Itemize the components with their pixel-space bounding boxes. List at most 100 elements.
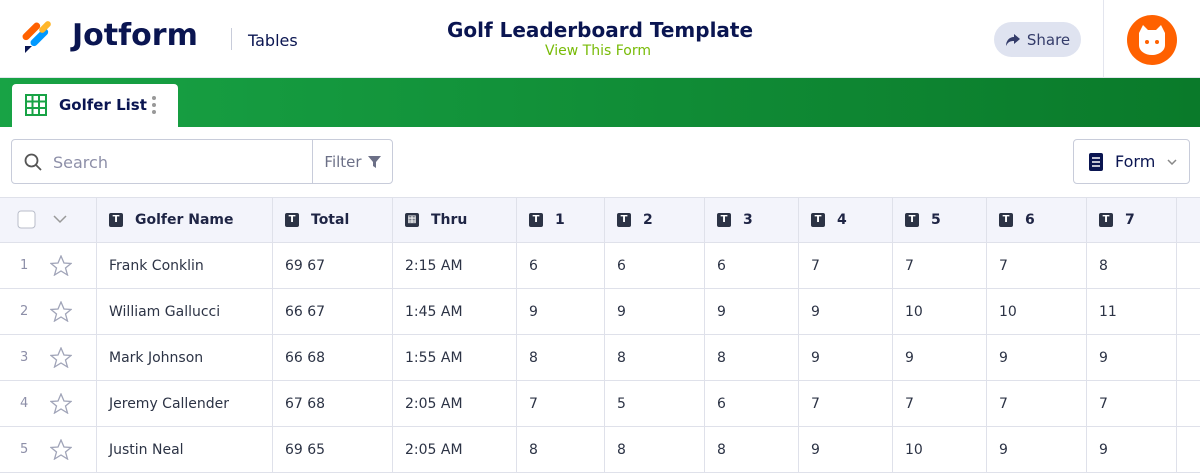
star[interactable] [50, 439, 72, 460]
cell[interactable]: 7 [987, 381, 1087, 427]
search-icon [24, 153, 42, 171]
cell[interactable]: 6 [605, 243, 705, 289]
cell[interactable]: 7 [1087, 381, 1177, 427]
view-form-link[interactable]: View This Form [545, 43, 651, 59]
cell [1177, 381, 1200, 427]
title: Golf Leaderboard Template [446, 18, 754, 42]
filter-label: Filter [324, 152, 362, 171]
cell[interactable]: 6 [705, 381, 799, 427]
cell[interactable]: 9 [799, 427, 893, 473]
checkbox[interactable] [12, 210, 82, 230]
cell[interactable]: 7 [893, 381, 987, 427]
column-title: Golfer Name [135, 212, 234, 228]
column-header[interactable]: T Total [273, 198, 393, 243]
table: T Golfer Name T Total ▦ Thru T 1 T 2 T 3 T 4 T 5 T 6 T 7 1 Fr… [0, 197, 1200, 474]
cell[interactable]: Jeremy Callender [97, 381, 273, 427]
cell[interactable]: 10 [987, 289, 1087, 335]
column-type-icon: T [811, 213, 825, 227]
search-box[interactable]: Search Filter [11, 139, 393, 184]
column-header[interactable]: T Golfer Name [97, 198, 273, 243]
column-title: Thru [431, 212, 468, 228]
cell[interactable]: 8 [605, 427, 705, 473]
section[interactable]: Tables [248, 31, 298, 50]
cell[interactable]: 9 [799, 289, 893, 335]
tab[interactable]: Golfer List [12, 84, 178, 127]
cell[interactable]: 69 65 [273, 427, 393, 473]
divider [231, 28, 232, 50]
cell[interactable]: 2:15 AM [393, 243, 517, 289]
cell[interactable]: 66 67 [273, 289, 393, 335]
cell[interactable]: 8 [1087, 243, 1177, 289]
share-button[interactable]: Share [994, 22, 1081, 57]
cell[interactable]: Mark Johnson [97, 335, 273, 381]
cell[interactable]: 9 [987, 335, 1087, 381]
cell[interactable]: 7 [517, 381, 605, 427]
cell[interactable]: 7 [893, 243, 987, 289]
star[interactable] [50, 301, 72, 322]
cell[interactable]: 9 [893, 335, 987, 381]
cell[interactable]: 1:45 AM [393, 289, 517, 335]
filter-icon [367, 155, 381, 168]
row-header: 5 [0, 427, 97, 473]
cell[interactable]: 6 [705, 243, 799, 289]
avatar[interactable] [1127, 15, 1177, 65]
menu-dots[interactable] [151, 95, 157, 117]
cell[interactable]: 67 68 [273, 381, 393, 427]
tab-bar [0, 78, 1200, 127]
star[interactable] [50, 255, 72, 276]
cell [1177, 289, 1200, 335]
cell[interactable]: 69 67 [273, 243, 393, 289]
column-title: Total [311, 212, 350, 228]
cell[interactable]: 8 [705, 427, 799, 473]
cell[interactable]: 2:05 AM [393, 427, 517, 473]
tab-label: Golfer List [59, 96, 147, 114]
cell[interactable]: 9 [705, 289, 799, 335]
cell[interactable]: 5 [605, 381, 705, 427]
cell [1177, 243, 1200, 289]
select-all[interactable] [0, 198, 97, 243]
row-number: 1 [20, 258, 29, 273]
cell[interactable]: 7 [799, 381, 893, 427]
filter-button[interactable]: Filter [312, 140, 392, 183]
cell[interactable]: 9 [799, 335, 893, 381]
cell[interactable]: 7 [987, 243, 1087, 289]
cell[interactable]: 8 [705, 335, 799, 381]
cell[interactable]: Justin Neal [97, 427, 273, 473]
row-number: 5 [20, 442, 29, 457]
cell[interactable]: 9 [987, 427, 1087, 473]
cell[interactable]: 9 [1087, 335, 1177, 381]
form-view-button[interactable]: Form [1073, 139, 1190, 184]
brand[interactable]: Jotform [72, 18, 198, 53]
cell[interactable]: 9 [517, 289, 605, 335]
cell[interactable]: 10 [893, 427, 987, 473]
column-title: 6 [1025, 212, 1035, 228]
cell[interactable]: 8 [517, 335, 605, 381]
cell[interactable]: 8 [605, 335, 705, 381]
cell[interactable]: William Gallucci [97, 289, 273, 335]
cell[interactable]: 9 [605, 289, 705, 335]
cell[interactable]: Frank Conklin [97, 243, 273, 289]
cell[interactable]: 11 [1087, 289, 1177, 335]
column-type-icon: T [905, 213, 919, 227]
cell[interactable]: 1:55 AM [393, 335, 517, 381]
cell[interactable]: 9 [1087, 427, 1177, 473]
column-header[interactable]: ▦ Thru [393, 198, 517, 243]
star[interactable] [50, 393, 72, 414]
cell [1177, 427, 1200, 473]
cell[interactable]: 66 68 [273, 335, 393, 381]
cell[interactable]: 2:05 AM [393, 381, 517, 427]
column-type-icon: T [529, 213, 543, 227]
cell[interactable]: 6 [517, 243, 605, 289]
cell[interactable]: 8 [517, 427, 605, 473]
cell[interactable]: 10 [893, 289, 987, 335]
cell[interactable]: 7 [799, 243, 893, 289]
star[interactable] [50, 347, 72, 368]
